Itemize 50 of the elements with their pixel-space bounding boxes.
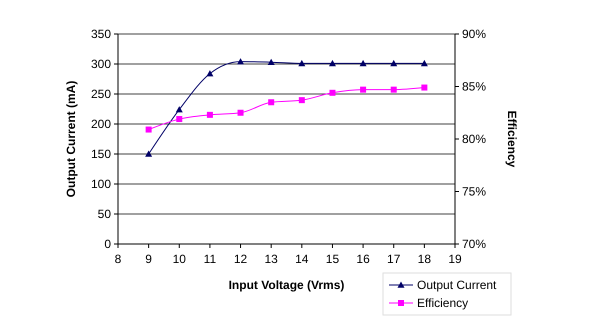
point <box>420 60 428 66</box>
x-tick-label: 19 <box>448 252 462 266</box>
point <box>360 60 367 66</box>
y-axis-title: Output Current (mA) <box>64 80 78 198</box>
x-tick-label: 8 <box>114 252 122 266</box>
x-tick-label: 17 <box>387 252 401 266</box>
point <box>145 150 152 157</box>
point <box>238 110 244 116</box>
x-tick-label: 15 <box>326 252 340 266</box>
x-tick-label: 12 <box>234 252 248 266</box>
point <box>298 97 305 104</box>
y2-tick-label: 70% <box>462 237 486 251</box>
point <box>146 126 152 133</box>
y2-tick-label: 80% <box>462 132 486 146</box>
point <box>237 58 244 64</box>
y2-axis-title: Efficiency <box>505 110 519 168</box>
y-tick-label: 250 <box>90 87 112 101</box>
legend-label: Efficiency <box>417 296 468 310</box>
legend-label: Output Current <box>417 278 498 292</box>
x-tick-label: 16 <box>356 252 370 266</box>
point <box>329 90 336 96</box>
point <box>268 58 275 65</box>
point <box>176 116 182 122</box>
x-tick-label: 18 <box>418 252 432 266</box>
point <box>268 99 274 106</box>
x-tick-label: 14 <box>295 252 309 266</box>
x-tick-label: 13 <box>264 252 278 266</box>
x-tick-label: 11 <box>204 252 216 266</box>
point <box>390 86 397 93</box>
point <box>421 84 428 91</box>
y2-tick-label: 75% <box>462 184 486 198</box>
point <box>176 106 183 112</box>
y2-tick-label: 85% <box>462 80 486 94</box>
y-tick-label: 100 <box>90 177 112 191</box>
point <box>390 60 398 66</box>
y2-tick-label: 90% <box>462 27 486 41</box>
y-tick-label: 300 <box>90 57 112 71</box>
point <box>206 70 214 76</box>
x-axis-title: Input Voltage (Vrms) <box>228 278 344 292</box>
x-tick-label: 10 <box>172 252 186 266</box>
y-tick-label: 350 <box>90 27 112 41</box>
point <box>360 86 366 93</box>
y-tick-label: 50 <box>98 207 112 221</box>
point <box>206 112 213 118</box>
x-tick-label: 9 <box>145 252 152 266</box>
point <box>328 60 336 66</box>
y-tick-label: 150 <box>90 147 112 161</box>
y-tick-label: 200 <box>90 117 112 131</box>
point <box>298 60 306 66</box>
y-tick-label: 0 <box>104 237 112 251</box>
